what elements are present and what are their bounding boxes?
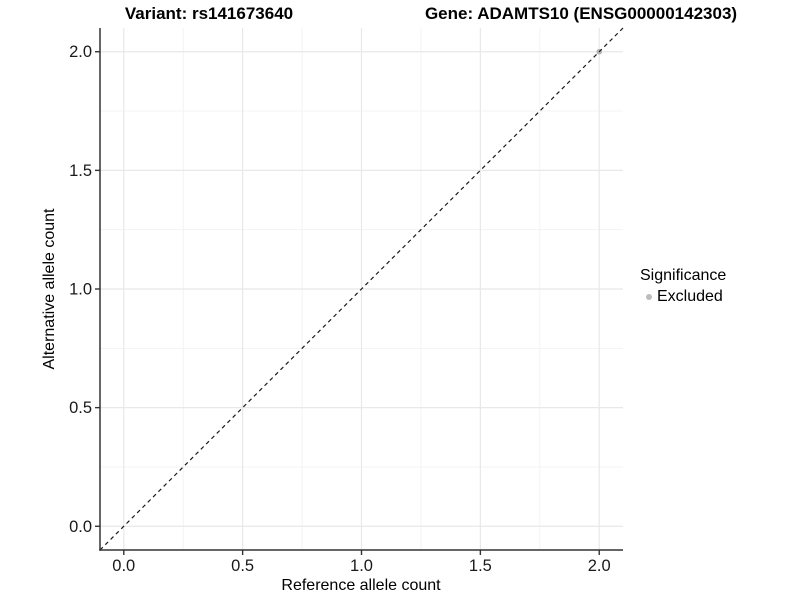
y-tick-label: 1.0 bbox=[69, 281, 92, 299]
y-tick-label: 0.0 bbox=[69, 518, 92, 536]
identity-reference-line bbox=[99, 27, 624, 551]
x-tick-label: 2.0 bbox=[588, 557, 611, 575]
x-tick-label: 1.5 bbox=[469, 557, 492, 575]
x-tick-label: 0.0 bbox=[112, 557, 135, 575]
y-tick-label: 1.5 bbox=[69, 162, 92, 180]
plot-title-gene: Gene: ADAMTS10 (ENSG00000142303) bbox=[424, 4, 738, 23]
x-tick-label: 0.5 bbox=[231, 557, 254, 575]
legend: Significance Excluded bbox=[640, 266, 726, 306]
plot-title-variant: Variant: rs141673640 bbox=[124, 4, 294, 23]
y-tick-label: 0.5 bbox=[69, 399, 92, 417]
y-tick-label: 2.0 bbox=[69, 43, 92, 61]
x-axis-title: Reference allele count bbox=[281, 577, 441, 594]
legend-item-excluded: Excluded bbox=[640, 288, 726, 306]
x-tick-label: 1.0 bbox=[350, 557, 373, 575]
legend-key-circle-icon bbox=[646, 294, 652, 300]
legend-title: Significance bbox=[640, 267, 727, 284]
legend-item-label: Excluded bbox=[657, 288, 723, 305]
y-axis-title: Alternative allele count bbox=[41, 208, 58, 370]
